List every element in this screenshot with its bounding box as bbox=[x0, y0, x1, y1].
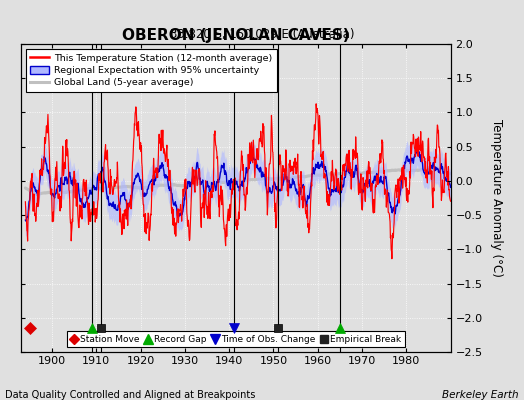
Title: OBERON (JENOLAN CAVES): OBERON (JENOLAN CAVES) bbox=[122, 28, 350, 43]
Text: Data Quality Controlled and Aligned at Breakpoints: Data Quality Controlled and Aligned at B… bbox=[5, 390, 256, 400]
Text: Berkeley Earth: Berkeley Earth bbox=[442, 390, 519, 400]
Text: 33.820 S, 150.029 E (Australia): 33.820 S, 150.029 E (Australia) bbox=[170, 28, 354, 41]
Y-axis label: Temperature Anomaly (°C): Temperature Anomaly (°C) bbox=[489, 119, 503, 277]
Legend: Station Move, Record Gap, Time of Obs. Change, Empirical Break: Station Move, Record Gap, Time of Obs. C… bbox=[67, 331, 405, 348]
